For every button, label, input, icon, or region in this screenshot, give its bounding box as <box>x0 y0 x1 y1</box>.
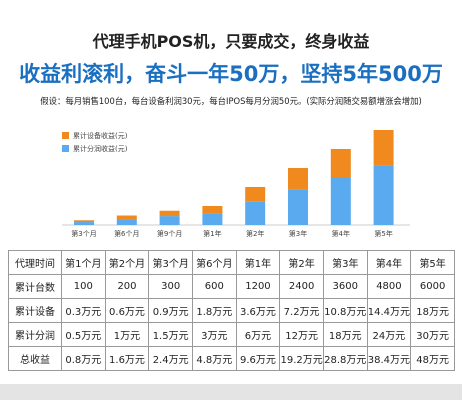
table-cell: 9.6万元 <box>235 346 281 371</box>
bar <box>159 216 180 225</box>
table-cell: 第3年 <box>322 250 368 275</box>
table-cell: 第6个月 <box>191 250 237 275</box>
table-cell: 4.8万元 <box>191 346 237 371</box>
table-cell: 4800 <box>366 274 412 299</box>
table-cell: 3.6万元 <box>235 298 281 323</box>
table-cell: 10.8万元 <box>322 298 368 323</box>
title: 代理手机POS机，只要成交，终身收益 <box>92 32 370 51</box>
table-cell: 第3个月 <box>148 250 193 275</box>
table-row: 累计台数 100 200 300 600 1200 2400 3600 4800 6000 <box>8 274 455 299</box>
bar <box>159 210 180 217</box>
table-row: 累计设备 0.3万元 0.6万元 0.9万元 1.8万元 3.6万元 7.2万元 10.8万元… <box>8 298 455 323</box>
table-row: 总收益 0.8万元 1.6万元 2.4万元 4.8万元 9.6万元 19.2万元 28.8万元… <box>8 346 455 371</box>
x-tick-label: 第1年 <box>203 229 221 238</box>
bar <box>288 189 308 225</box>
table-cell: 第2年 <box>279 250 324 275</box>
table-cell: 0.6万元 <box>104 298 150 323</box>
table-cell: 第5年 <box>410 250 455 275</box>
table-cell: 2400 <box>279 274 324 299</box>
table: 代理时间 第1个月 第2个月 第3个月 第6个月 第1年 第2年 第3年 第4年 第5年 累计台数 1… <box>8 250 455 371</box>
bar <box>202 206 223 214</box>
bar <box>288 168 308 190</box>
table-cell: 200 <box>104 274 150 299</box>
table-cell: 第4年 <box>366 250 412 275</box>
legend-swatch <box>62 132 69 139</box>
table-cell: 6000 <box>410 274 455 299</box>
table-cell: 1.5万元 <box>148 322 193 347</box>
table-cell: 第1年 <box>235 250 281 275</box>
bar <box>116 215 137 220</box>
bar <box>373 165 394 225</box>
bar <box>373 130 394 166</box>
table-cell: 0.9万元 <box>148 298 193 323</box>
table-cell: 24万元 <box>366 322 412 347</box>
table-cell: 38.4万元 <box>366 346 412 371</box>
subtitle: 收益利滚利，奋斗一年50万，坚持5年500万 <box>19 62 443 86</box>
bar <box>330 149 351 178</box>
table-cell: 12万元 <box>279 322 324 347</box>
bar <box>330 177 351 225</box>
table-cell: 28.8万元 <box>322 346 368 371</box>
x-tick-label: 第5年 <box>374 229 392 238</box>
chart: 累计设备收益(元) 累计分润收益(元) 第3个月 第6个月 第9个月 第1年 第2年 第3年 第… <box>62 130 410 238</box>
table-cell: 1200 <box>235 274 281 299</box>
table-cell: 300 <box>148 274 193 299</box>
x-tick-label: 第3年 <box>289 229 307 238</box>
table-cell: 19.2万元 <box>279 346 324 371</box>
table-cell: 18万元 <box>410 298 455 323</box>
note: 假设：每月销售100台，每台设备利润30元，每台IPOS每月分润50元。(实际分… <box>40 96 422 106</box>
table-cell: 600 <box>191 274 237 299</box>
table-cell: 1.6万元 <box>104 346 150 371</box>
x-tick-label: 第3个月 <box>71 229 96 238</box>
bar <box>202 213 223 225</box>
legend-label: 累计设备收益(元) <box>73 131 128 140</box>
table-cell: 1.8万元 <box>191 298 237 323</box>
table-cell: 3600 <box>322 274 368 299</box>
table-cell: 7.2万元 <box>279 298 324 323</box>
table-cell: 1万元 <box>104 322 150 347</box>
table-cell: 第1个月 <box>61 250 106 275</box>
table-cell: 0.5万元 <box>61 322 106 347</box>
table-cell: 累计台数 <box>8 274 62 299</box>
legend-label: 累计分润收益(元) <box>73 144 128 153</box>
bar <box>74 220 94 223</box>
legend-swatch <box>62 145 69 152</box>
bar <box>245 201 266 225</box>
table-cell: 48万元 <box>410 346 455 371</box>
bar <box>245 187 266 202</box>
table-cell: 累计分润 <box>8 322 62 347</box>
table-cell: 0.8万元 <box>61 346 106 371</box>
table-cell: 2.4万元 <box>148 346 193 371</box>
table-cell: 30万元 <box>410 322 455 347</box>
table-cell: 14.4万元 <box>366 298 412 323</box>
footer-strip <box>0 384 462 400</box>
x-tick-label: 第6个月 <box>114 229 139 238</box>
table-cell: 代理时间 <box>8 250 62 275</box>
x-tick-label: 第2年 <box>246 229 264 238</box>
table-cell: 总收益 <box>8 346 62 371</box>
table-cell: 6万元 <box>235 322 281 347</box>
table-cell: 累计设备 <box>8 298 62 323</box>
table-cell: 0.3万元 <box>61 298 106 323</box>
table-cell: 18万元 <box>322 322 368 347</box>
x-tick-label: 第9个月 <box>157 229 182 238</box>
table-row: 代理时间 第1个月 第2个月 第3个月 第6个月 第1年 第2年 第3年 第4年 第5年 <box>8 250 455 275</box>
table-cell: 100 <box>61 274 106 299</box>
bar <box>116 219 137 225</box>
table-cell: 第2个月 <box>104 250 150 275</box>
x-tick-label: 第4年 <box>332 229 350 238</box>
table-cell: 3万元 <box>191 322 237 347</box>
table-row: 累计分润 0.5万元 1万元 1.5万元 3万元 6万元 12万元 18万元 24万元 30万元 <box>8 322 455 347</box>
bar <box>74 222 94 225</box>
